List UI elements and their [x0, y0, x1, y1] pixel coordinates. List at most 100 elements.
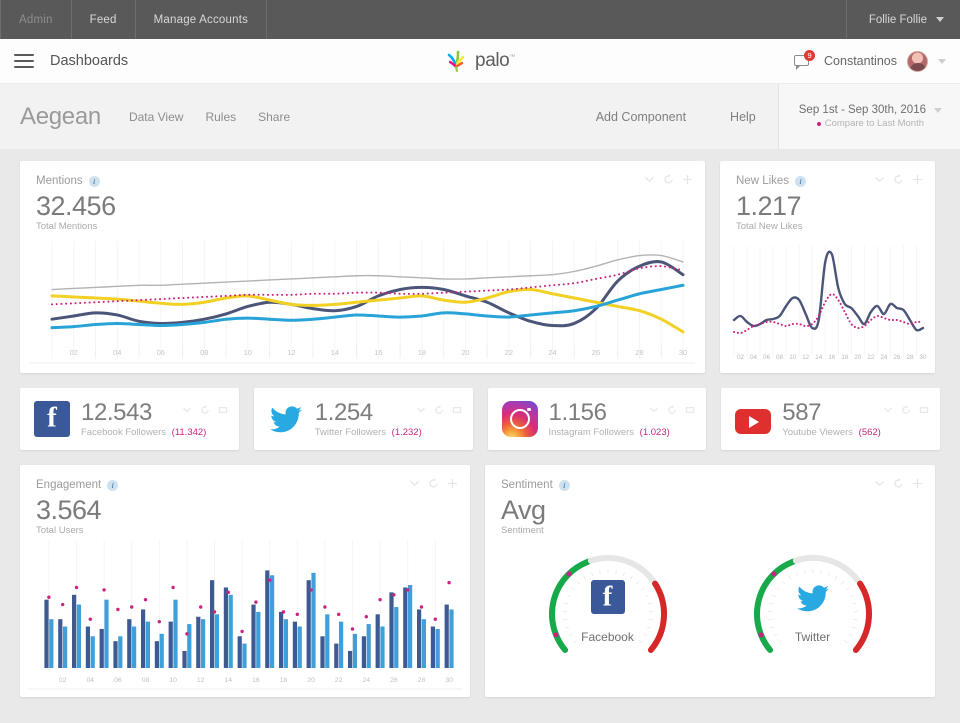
chevron-down-icon[interactable] [649, 406, 659, 414]
card-title: New Likes [736, 175, 790, 187]
stat-previous: (562) [858, 426, 881, 438]
add-component-button[interactable]: Add Component [595, 109, 687, 124]
svg-text:20: 20 [307, 677, 315, 684]
card-header-mentions: Mentions i 32.456 Total Mentions [20, 161, 705, 232]
card-sublabel: Total Users [36, 525, 84, 537]
card-title: Sentiment [501, 479, 553, 491]
chevron-down-icon[interactable] [416, 406, 426, 414]
svg-text:22: 22 [867, 354, 874, 361]
compare-label: Compare to Last Month [824, 118, 925, 129]
row-social-stats: 12.543 Facebook Followers (11.342) [20, 388, 940, 450]
hamburger-icon[interactable] [0, 50, 50, 71]
svg-text:28: 28 [635, 348, 643, 357]
info-icon[interactable]: i [558, 479, 570, 491]
compare-dot-icon [816, 121, 821, 126]
stat-label: Facebook Followers [81, 426, 167, 438]
palo-logo-text: palo™ [475, 50, 515, 72]
admin-tab-feed[interactable]: Feed [72, 0, 136, 39]
svg-text:26: 26 [893, 354, 900, 361]
chevron-down-icon[interactable] [938, 58, 946, 64]
refresh-icon[interactable] [434, 405, 444, 415]
refresh-icon[interactable] [901, 405, 911, 415]
dashboard-toolbar-right: Add Component Help Sep 1st - Sep 30th, 2… [574, 84, 960, 149]
expand-icon[interactable] [452, 405, 462, 415]
svg-text:16: 16 [374, 348, 382, 357]
card-sublabel: Total New Likes [736, 221, 803, 233]
card-youtube-viewers: 587 Youtube Viewers (562) [721, 388, 940, 450]
link-data-view[interactable]: Data View [128, 109, 184, 124]
svg-text:12: 12 [197, 677, 205, 684]
stat-value: 12.543 [81, 399, 153, 427]
expand-icon[interactable] [912, 174, 923, 185]
chevron-down-icon[interactable] [409, 479, 420, 488]
stat-label: Twitter Followers [314, 426, 387, 438]
expand-icon[interactable] [447, 478, 458, 489]
admin-tab-admin[interactable]: Admin [0, 0, 72, 39]
dashboard-links: Data View Rules Share [129, 110, 290, 124]
refresh-icon[interactable] [893, 174, 904, 185]
svg-text:18: 18 [418, 348, 426, 357]
svg-text:28: 28 [907, 354, 914, 361]
refresh-icon[interactable] [667, 405, 677, 415]
svg-text:24: 24 [880, 354, 887, 361]
logo-trademark: ™ [509, 54, 515, 61]
svg-text:26: 26 [592, 348, 600, 357]
link-rules[interactable]: Rules [205, 109, 237, 124]
card-value: Avg [501, 495, 546, 525]
chevron-down-icon[interactable] [874, 479, 885, 488]
avatar[interactable] [907, 50, 928, 72]
refresh-icon[interactable] [663, 174, 674, 185]
expand-icon[interactable] [919, 405, 929, 415]
stat-label: Youtube Viewers [782, 426, 854, 438]
info-icon[interactable]: i [88, 175, 100, 187]
svg-text:06: 06 [114, 677, 122, 684]
card-sentiment: Sentiment i Avg Sentiment Facebook [485, 465, 935, 697]
chevron-down-icon[interactable] [874, 175, 885, 184]
new-likes-line-chart [732, 246, 925, 356]
engagement-bar-chart [44, 540, 454, 670]
svg-text:16: 16 [828, 354, 835, 361]
gauge-twitter: Twitter [738, 542, 888, 692]
card-new-likes: New Likes i 1.217 Total New Likes 02 04 06… [720, 161, 935, 373]
svg-text:12: 12 [287, 348, 295, 357]
chevron-down-icon[interactable] [182, 406, 192, 414]
info-icon[interactable]: i [795, 175, 807, 187]
admin-tab-manage-accounts[interactable]: Manage Accounts [136, 0, 268, 39]
admin-bar-tabs: Admin Feed Manage Accounts [0, 0, 268, 39]
card-value: 32.456 [36, 191, 116, 221]
date-range-picker[interactable]: Sep 1st - Sep 30th, 2016 Compare to Last… [777, 84, 960, 149]
notification-bubble-icon[interactable]: 9 [794, 50, 816, 70]
expand-icon[interactable] [218, 405, 228, 415]
info-icon[interactable]: i [107, 479, 119, 491]
expand-icon[interactable] [912, 478, 923, 489]
page-title: Dashboards [50, 53, 129, 69]
help-button[interactable]: Help [730, 109, 756, 124]
account-name: Follie Follie [868, 13, 927, 26]
new-likes-x-axis: 02 04 06 08 10 12 14 16 18 20 22 24 26 28 30 [737, 354, 927, 361]
engagement-x-axis: 02 04 06 08 10 12 14 16 18 20 22 24 26 28 30 [28, 677, 462, 690]
card-controls-mentions [644, 174, 693, 185]
svg-text:24: 24 [548, 348, 556, 357]
refresh-icon[interactable] [200, 405, 210, 415]
expand-icon[interactable] [685, 405, 695, 415]
refresh-icon[interactable] [428, 478, 439, 489]
stat-previous: (1.232) [391, 426, 422, 438]
svg-text:08: 08 [200, 348, 208, 357]
facebook-icon [34, 401, 70, 437]
account-switcher[interactable]: Follie Follie [847, 0, 960, 39]
svg-text:16: 16 [252, 677, 260, 684]
card-mentions: Mentions i 32.456 Total Mentions 02 04 06 0… [20, 161, 705, 373]
svg-text:14: 14 [815, 354, 822, 361]
chevron-down-icon[interactable] [883, 406, 893, 414]
svg-text:04: 04 [750, 354, 757, 361]
card-value: 3.564 [36, 495, 102, 525]
chevron-down-icon[interactable] [644, 175, 655, 184]
refresh-icon[interactable] [893, 478, 904, 489]
link-share[interactable]: Share [258, 109, 291, 124]
card-controls-engagement [409, 478, 458, 489]
expand-icon[interactable] [682, 174, 693, 185]
card-twitter-followers: 1.254 Twitter Followers (1.232) [253, 388, 473, 450]
logo-word: palo [475, 50, 510, 71]
main-header: Dashboards palo™ 9 Constantinos [0, 39, 960, 84]
svg-text:10: 10 [789, 354, 796, 361]
